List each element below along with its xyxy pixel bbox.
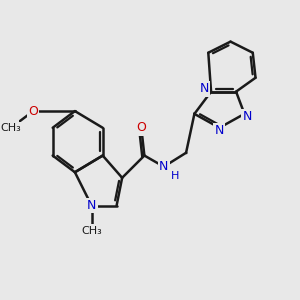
Text: N: N: [242, 110, 252, 123]
Text: O: O: [137, 121, 146, 134]
Text: N: N: [87, 199, 96, 212]
Text: H: H: [171, 171, 179, 182]
Text: N: N: [200, 82, 209, 95]
Text: O: O: [28, 105, 38, 118]
Text: N: N: [215, 124, 224, 137]
Text: N: N: [159, 160, 169, 173]
Text: CH₃: CH₃: [1, 123, 21, 133]
Text: CH₃: CH₃: [81, 226, 102, 236]
